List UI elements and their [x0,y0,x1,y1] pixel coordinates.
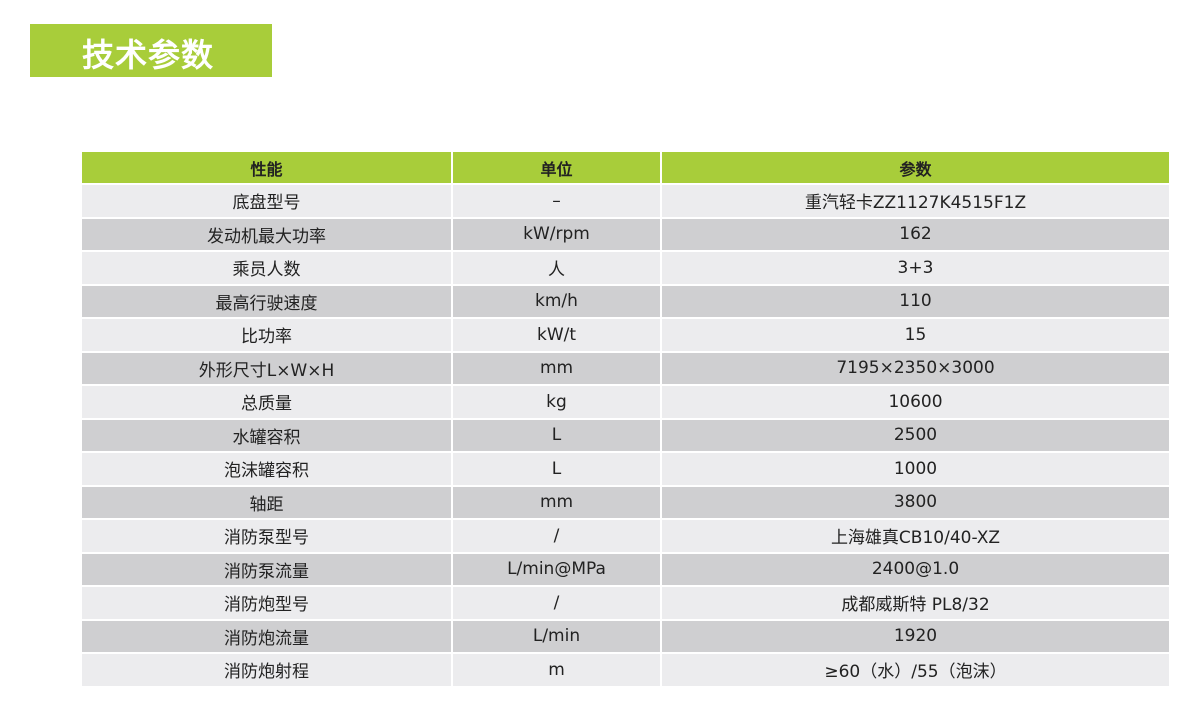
cell-unit: / [452,519,662,554]
cell-parameter: 7195×2350×3000 [661,351,1171,386]
header-parameter: 参数 [661,152,1171,185]
table-row: 最高行驶速度 km/h 110 [82,284,1171,319]
table-row: 总质量 kg 10600 [82,385,1171,420]
cell-parameter: 1000 [661,452,1171,487]
cell-performance: 消防泵流量 [82,552,453,587]
table-header-row: 性能 单位 参数 [82,152,1171,185]
table-row: 消防泵型号 / 上海雄真CB10/40-XZ [82,519,1171,554]
cell-parameter: 重汽轻卡ZZ1127K4515F1Z [661,184,1171,219]
cell-unit: L [452,452,662,487]
cell-unit: kW/t [452,318,662,353]
section-title: 技术参数 [82,36,215,74]
table-row: 轴距 mm 3800 [82,485,1171,520]
table-row: 消防炮流量 L/min 1920 [82,619,1171,654]
table-row: 外形尺寸L×W×H mm 7195×2350×3000 [82,351,1171,386]
cell-parameter: 1920 [661,619,1171,654]
cell-unit: kW/rpm [452,217,662,252]
cell-parameter: 15 [661,318,1171,353]
cell-unit: L/min [452,619,662,654]
cell-performance: 底盘型号 [82,184,453,219]
section-title-bar: 技术参数 [30,24,272,77]
cell-unit: km/h [452,284,662,319]
table-row: 乘员人数人 3+3 [82,251,1171,286]
cell-performance: 比功率 [82,318,453,353]
cell-unit: kg [452,385,662,420]
cell-parameter: 成都威斯特 PL8/32 [661,586,1171,621]
cell-performance: 总质量 [82,385,453,420]
cell-parameter: 3+3 [661,251,1171,286]
table-row: 泡沫罐容积 L 1000 [82,452,1171,487]
header-unit: 单位 [452,152,662,185]
cell-performance: 乘员人数 [82,251,453,286]
cell-unit: / [452,586,662,621]
cell-performance: 外形尺寸L×W×H [82,351,453,386]
cell-performance: 消防炮型号 [82,586,453,621]
cell-unit: L [452,418,662,453]
cell-performance: 消防炮射程 [82,653,453,688]
cell-parameter: 2500 [661,418,1171,453]
cell-performance: 消防炮流量 [82,619,453,654]
cell-parameter: 162 [661,217,1171,252]
cell-parameter: 上海雄真CB10/40-XZ [661,519,1171,554]
cell-performance: 水罐容积 [82,418,453,453]
table-row: 发动机最大功率 kW/rpm 162 [82,217,1171,252]
table-row: 比功率 kW/t 15 [82,318,1171,353]
cell-performance: 最高行驶速度 [82,284,453,319]
table-row: 消防泵流量 L/min@MPa 2400@1.0 [82,552,1171,587]
cell-performance: 泡沫罐容积 [82,452,453,487]
cell-unit: m [452,653,662,688]
cell-unit: – [452,184,662,219]
table-row: 消防炮射程 m ≥60（水）/55（泡沫） [82,653,1171,688]
spec-table: 性能 单位 参数 底盘型号 – 重汽轻卡ZZ1127K4515F1Z 发动机最大功率 k… [82,152,1171,688]
cell-unit: 人 [452,251,662,286]
cell-unit: mm [452,485,662,520]
cell-parameter: 110 [661,284,1171,319]
header-performance: 性能 [82,152,453,185]
cell-parameter: 2400@1.0 [661,552,1171,587]
cell-unit: mm [452,351,662,386]
table-row: 消防炮型号 / 成都威斯特 PL8/32 [82,586,1171,621]
cell-parameter: ≥60（水）/55（泡沫） [661,653,1171,688]
cell-unit: L/min@MPa [452,552,662,587]
cell-parameter: 3800 [661,485,1171,520]
table-row: 底盘型号 – 重汽轻卡ZZ1127K4515F1Z [82,184,1171,219]
cell-parameter: 10600 [661,385,1171,420]
cell-performance: 发动机最大功率 [82,217,453,252]
table-row: 水罐容积 L 2500 [82,418,1171,453]
cell-performance: 消防泵型号 [82,519,453,554]
cell-performance: 轴距 [82,485,453,520]
